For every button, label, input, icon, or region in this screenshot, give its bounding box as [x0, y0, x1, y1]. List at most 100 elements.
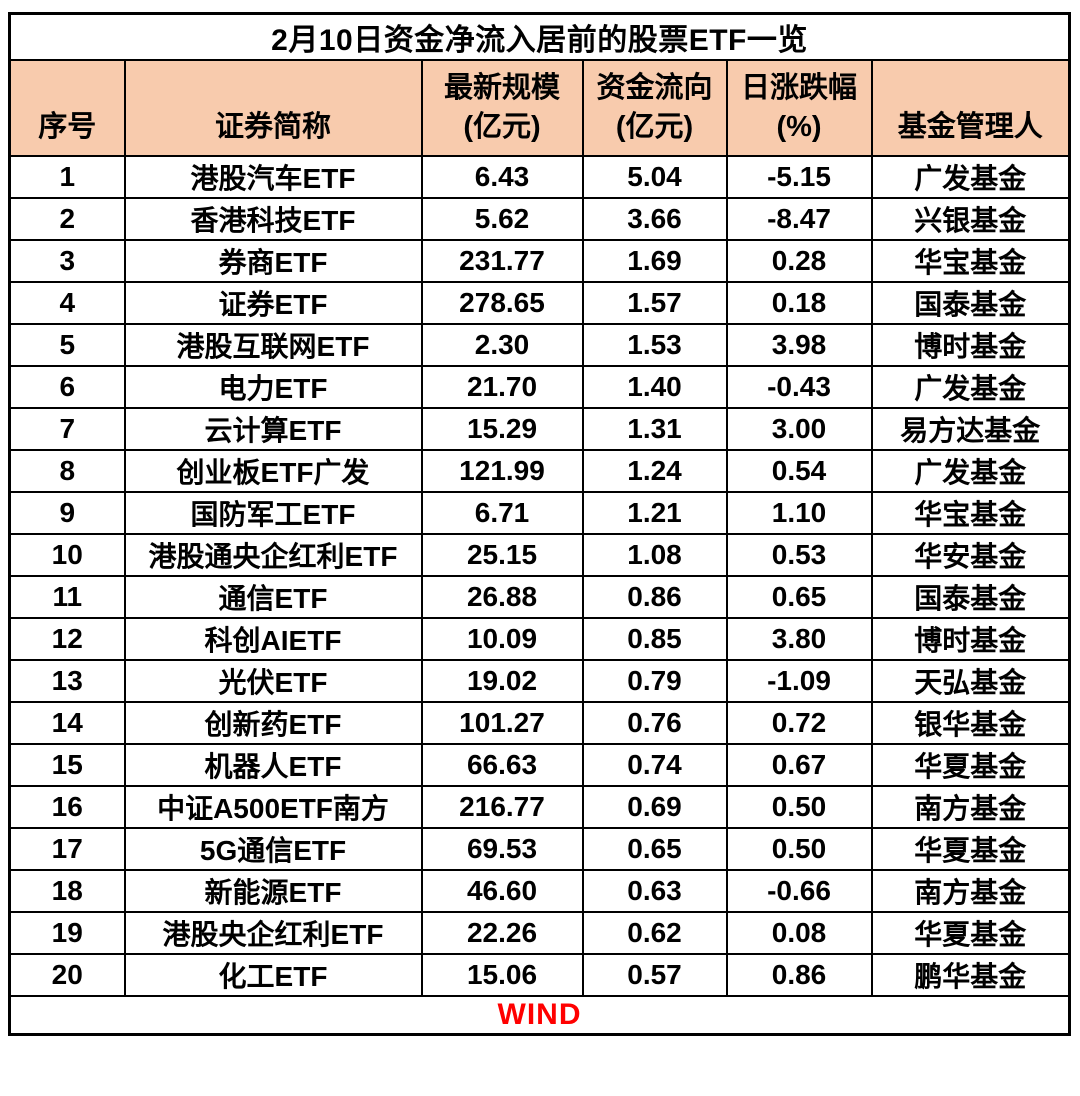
table-row: 16 中证A500ETF南方 216.77 0.69 0.50 南方基金 [8, 785, 1071, 829]
cell-index: 19 [8, 911, 126, 955]
cell-latest-scale: 101.27 [420, 701, 584, 745]
cell-daily-change: 1.10 [725, 491, 873, 535]
cell-fund-flow: 1.31 [581, 407, 728, 451]
cell-index: 10 [8, 533, 126, 577]
cell-latest-scale: 26.88 [420, 575, 584, 619]
cell-security-name: 港股通央企红利ETF [123, 533, 423, 577]
cell-latest-scale: 25.15 [420, 533, 584, 577]
cell-fund-flow: 0.57 [581, 953, 728, 997]
cell-security-name: 光伏ETF [123, 659, 423, 703]
cell-index: 13 [8, 659, 126, 703]
cell-latest-scale: 15.06 [420, 953, 584, 997]
col-header-fund-flow: 资金流向 (亿元) [581, 59, 728, 157]
cell-security-name: 香港科技ETF [123, 197, 423, 241]
cell-security-name: 机器人ETF [123, 743, 423, 787]
cell-latest-scale: 69.53 [420, 827, 584, 871]
table-row: 1 港股汽车ETF 6.43 5.04 -5.15 广发基金 [8, 155, 1071, 199]
cell-fund-manager: 南方基金 [870, 785, 1071, 829]
cell-daily-change: 0.54 [725, 449, 873, 493]
col-header-fund-manager: 基金管理人 [870, 59, 1071, 157]
table-row: 11 通信ETF 26.88 0.86 0.65 国泰基金 [8, 575, 1071, 619]
cell-security-name: 港股央企红利ETF [123, 911, 423, 955]
cell-latest-scale: 121.99 [420, 449, 584, 493]
cell-latest-scale: 278.65 [420, 281, 584, 325]
table-body: 1 港股汽车ETF 6.43 5.04 -5.15 广发基金 2 香港科技ETF 5.62 3.6… [8, 155, 1071, 997]
col-header-latest-scale: 最新规模 (亿元) [420, 59, 584, 157]
cell-fund-manager: 华夏基金 [870, 743, 1071, 787]
cell-index: 2 [8, 197, 126, 241]
cell-latest-scale: 15.29 [420, 407, 584, 451]
cell-index: 7 [8, 407, 126, 451]
cell-daily-change: 0.67 [725, 743, 873, 787]
cell-security-name: 港股互联网ETF [123, 323, 423, 367]
cell-fund-flow: 1.24 [581, 449, 728, 493]
cell-security-name: 电力ETF [123, 365, 423, 409]
cell-security-name: 证券ETF [123, 281, 423, 325]
cell-daily-change: 3.80 [725, 617, 873, 661]
cell-fund-flow: 1.40 [581, 365, 728, 409]
table-row: 17 5G通信ETF 69.53 0.65 0.50 华夏基金 [8, 827, 1071, 871]
cell-latest-scale: 46.60 [420, 869, 584, 913]
table-row: 14 创新药ETF 101.27 0.76 0.72 银华基金 [8, 701, 1071, 745]
cell-security-name: 科创AIETF [123, 617, 423, 661]
cell-fund-manager: 国泰基金 [870, 281, 1071, 325]
cell-fund-flow: 0.79 [581, 659, 728, 703]
cell-daily-change: 3.98 [725, 323, 873, 367]
cell-fund-flow: 0.86 [581, 575, 728, 619]
cell-security-name: 创业板ETF广发 [123, 449, 423, 493]
cell-fund-flow: 1.57 [581, 281, 728, 325]
table-row: 7 云计算ETF 15.29 1.31 3.00 易方达基金 [8, 407, 1071, 451]
cell-fund-flow: 0.85 [581, 617, 728, 661]
cell-latest-scale: 19.02 [420, 659, 584, 703]
cell-daily-change: 0.86 [725, 953, 873, 997]
etf-flow-table: 2月10日资金净流入居前的股票ETF一览 序号 证券简称 最新规模 (亿元) 资… [8, 12, 1071, 1036]
cell-security-name: 中证A500ETF南方 [123, 785, 423, 829]
cell-daily-change: 0.50 [725, 827, 873, 871]
cell-fund-manager: 易方达基金 [870, 407, 1071, 451]
cell-fund-flow: 0.74 [581, 743, 728, 787]
cell-index: 18 [8, 869, 126, 913]
cell-security-name: 化工ETF [123, 953, 423, 997]
cell-daily-change: 0.18 [725, 281, 873, 325]
cell-index: 9 [8, 491, 126, 535]
cell-fund-flow: 0.69 [581, 785, 728, 829]
cell-fund-manager: 天弘基金 [870, 659, 1071, 703]
title-row: 2月10日资金净流入居前的股票ETF一览 [8, 12, 1071, 61]
cell-security-name: 创新药ETF [123, 701, 423, 745]
col-header-daily-change: 日涨跌幅 (%) [725, 59, 873, 157]
cell-latest-scale: 6.43 [420, 155, 584, 199]
cell-daily-change: 0.65 [725, 575, 873, 619]
cell-latest-scale: 216.77 [420, 785, 584, 829]
cell-security-name: 港股汽车ETF [123, 155, 423, 199]
table-row: 4 证券ETF 278.65 1.57 0.18 国泰基金 [8, 281, 1071, 325]
cell-fund-flow: 1.21 [581, 491, 728, 535]
cell-index: 12 [8, 617, 126, 661]
cell-index: 14 [8, 701, 126, 745]
cell-fund-manager: 华宝基金 [870, 239, 1071, 283]
cell-index: 15 [8, 743, 126, 787]
cell-security-name: 通信ETF [123, 575, 423, 619]
cell-security-name: 新能源ETF [123, 869, 423, 913]
cell-fund-flow: 1.08 [581, 533, 728, 577]
cell-security-name: 云计算ETF [123, 407, 423, 451]
cell-fund-flow: 5.04 [581, 155, 728, 199]
cell-daily-change: 0.28 [725, 239, 873, 283]
cell-daily-change: -8.47 [725, 197, 873, 241]
cell-latest-scale: 6.71 [420, 491, 584, 535]
cell-latest-scale: 2.30 [420, 323, 584, 367]
table-row: 3 券商ETF 231.77 1.69 0.28 华宝基金 [8, 239, 1071, 283]
cell-fund-flow: 3.66 [581, 197, 728, 241]
source-row: WIND [8, 995, 1071, 1035]
cell-index: 17 [8, 827, 126, 871]
source-label: WIND [8, 995, 1071, 1035]
cell-daily-change: 0.72 [725, 701, 873, 745]
table-row: 13 光伏ETF 19.02 0.79 -1.09 天弘基金 [8, 659, 1071, 703]
cell-daily-change: 0.08 [725, 911, 873, 955]
col-header-index: 序号 [8, 59, 126, 157]
table-row: 2 香港科技ETF 5.62 3.66 -8.47 兴银基金 [8, 197, 1071, 241]
cell-fund-manager: 博时基金 [870, 617, 1071, 661]
cell-latest-scale: 21.70 [420, 365, 584, 409]
cell-daily-change: 0.53 [725, 533, 873, 577]
table-row: 5 港股互联网ETF 2.30 1.53 3.98 博时基金 [8, 323, 1071, 367]
column-header-row: 序号 证券简称 最新规模 (亿元) 资金流向 (亿元) 日涨跌幅 (%) 基金管… [8, 59, 1071, 157]
